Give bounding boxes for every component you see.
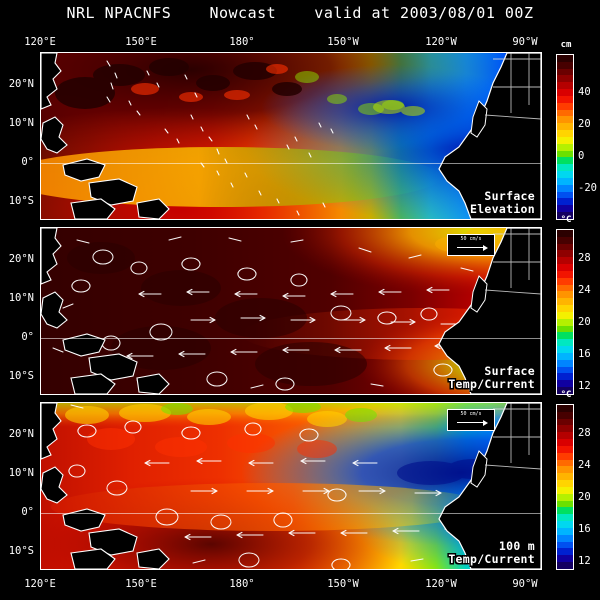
colorbar-surface-elevation[interactable] xyxy=(556,54,574,220)
panel-caption-surface-elevation: Surface Elevation xyxy=(470,190,535,216)
caption-line-2: Elevation xyxy=(469,202,535,216)
equator-line xyxy=(41,513,541,515)
xtick-bottom-2: 180° xyxy=(229,578,255,590)
panel-caption-100m-temp-current: 100 m Temp/Current xyxy=(448,540,535,566)
xtick-top-2: 180° xyxy=(229,36,255,48)
vector-scale-arrow-head xyxy=(483,244,488,251)
colorbar-tick-t100-4: 12 xyxy=(578,555,591,567)
vector-scale-legend: 50 cm/s xyxy=(447,409,495,431)
caption-line-1: Surface xyxy=(484,364,535,378)
panel-surface-elevation[interactable]: Surface Elevation xyxy=(40,52,542,220)
colorbar-gradient-elevation xyxy=(556,54,574,220)
xtick-bottom-3: 150°W xyxy=(327,578,359,590)
colorbar-tick-elev-0: 40 xyxy=(578,86,591,98)
caption-line-2: Temp/Current xyxy=(448,552,535,566)
equator-line xyxy=(41,338,541,340)
colorbar-gradient-surface-temp xyxy=(556,229,574,395)
colorbar-tick-elev-1: 20 xyxy=(578,118,591,130)
xtick-top-0: 120°E xyxy=(24,36,56,48)
xtick-bottom-5: 90°W xyxy=(512,578,538,590)
xtick-top-1: 150°E xyxy=(125,36,157,48)
ytick-p1-1: 10°N xyxy=(8,117,34,129)
ytick-p2-1: 10°N xyxy=(8,292,34,304)
colorbar-tick-elev-2: 0 xyxy=(578,150,585,162)
colorbar-surface-temp[interactable] xyxy=(556,229,574,395)
colorbar-tick-t100-0: 28 xyxy=(578,427,591,439)
vector-scale-legend: 50 cm/s xyxy=(447,234,495,256)
colorbar-units-100m-temp: °C xyxy=(560,390,572,400)
colorbar-tick-sst-0: 28 xyxy=(578,252,591,264)
surface-elevation-field xyxy=(41,53,541,219)
xtick-top-5: 90°W xyxy=(512,36,538,48)
caption-line-1: 100 m xyxy=(498,539,535,553)
ytick-p1-2: 0° xyxy=(21,156,34,168)
ytick-p3-2: 0° xyxy=(21,506,34,518)
vector-scale-arrow-shaft xyxy=(457,247,485,249)
vector-scale-arrow-shaft xyxy=(457,422,485,424)
panel-surface-temp-current[interactable]: 50 cm/s Surface Temp/Current xyxy=(40,227,542,395)
vector-scale-arrow-head xyxy=(483,419,488,426)
ytick-p1-0: 20°N xyxy=(8,78,34,90)
colorbar-gradient-100m-temp xyxy=(556,404,574,570)
colorbar-100m-temp[interactable] xyxy=(556,404,574,570)
xtick-bottom-1: 150°E xyxy=(125,578,157,590)
colorbar-tick-sst-1: 24 xyxy=(578,284,591,296)
colorbar-tick-elev-3: -20 xyxy=(578,182,597,194)
colorbar-tick-sst-3: 16 xyxy=(578,348,591,360)
ytick-p2-0: 20°N xyxy=(8,253,34,265)
colorbar-tick-sst-2: 20 xyxy=(578,316,591,328)
xtick-bottom-4: 120°W xyxy=(425,578,457,590)
caption-line-1: Surface xyxy=(484,189,535,203)
panel-100m-temp-current[interactable]: 50 cm/s 100 m Temp/Current xyxy=(40,402,542,570)
ytick-p1-3: 10°S xyxy=(8,195,34,207)
ytick-p3-1: 10°N xyxy=(8,467,34,479)
equator-line xyxy=(41,163,541,165)
xtick-bottom-0: 120°E xyxy=(24,578,56,590)
colorbar-tick-sst-4: 12 xyxy=(578,380,591,392)
xtick-top-4: 120°W xyxy=(425,36,457,48)
page-title: NRL NPACNFS Nowcast valid at 2003/08/01 … xyxy=(66,4,534,22)
vector-scale-label: 50 cm/s xyxy=(460,236,482,242)
caption-line-2: Temp/Current xyxy=(448,377,535,391)
ytick-p2-2: 0° xyxy=(21,331,34,343)
ytick-p2-3: 10°S xyxy=(8,370,34,382)
panel-caption-surface-temp-current: Surface Temp/Current xyxy=(448,365,535,391)
colorbar-tick-t100-2: 20 xyxy=(578,491,591,503)
ytick-p3-3: 10°S xyxy=(8,545,34,557)
xtick-top-3: 150°W xyxy=(327,36,359,48)
colorbar-units-surface-temp: °C xyxy=(560,215,572,225)
colorbar-tick-t100-3: 16 xyxy=(578,523,591,535)
vector-scale-label: 50 cm/s xyxy=(460,411,482,417)
colorbar-units-elevation: cm xyxy=(560,40,572,50)
ytick-p3-0: 20°N xyxy=(8,428,34,440)
colorbar-tick-t100-1: 24 xyxy=(578,459,591,471)
